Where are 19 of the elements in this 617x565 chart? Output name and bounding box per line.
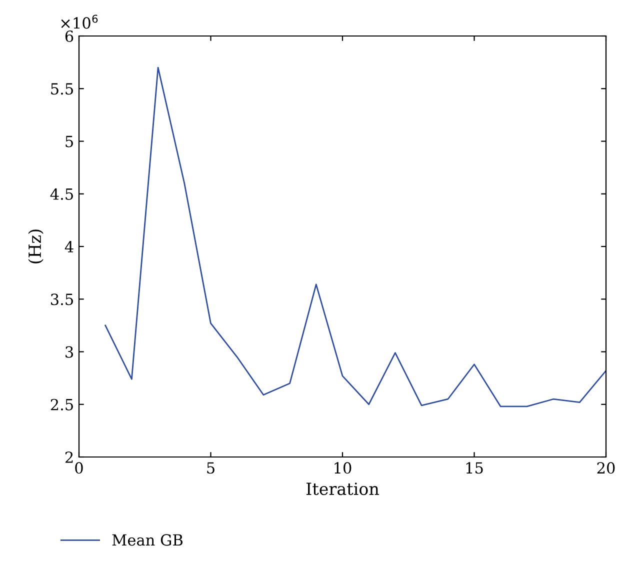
y-tick-label: 4 — [64, 240, 74, 252]
legend-label: Mean GB — [112, 534, 183, 546]
x-axis-title: Iteration — [306, 482, 379, 496]
x-tick-label: 0 — [75, 462, 83, 474]
y-tick-label: 6 — [65, 30, 74, 42]
x-tick-label: 10 — [334, 462, 352, 474]
x-tick-label: 5 — [207, 462, 214, 474]
y-tick-label: 2 — [65, 451, 73, 463]
y-tick-label: 3 — [66, 346, 74, 358]
x-tick-label: 20 — [597, 462, 615, 474]
y-axis-title: (Hz) — [28, 230, 44, 264]
x-tick-label: 15 — [466, 462, 483, 474]
y-tick-label: 3.5 — [51, 294, 73, 306]
y-tick-label: 5 — [66, 136, 73, 148]
line-series — [104, 66, 606, 408]
y-tick-label: 5.5 — [51, 83, 73, 95]
y-tick-label: 2.5 — [50, 398, 73, 410]
text: ×10$^{6}$ — [61, 14, 98, 29]
y-tick-label: 4.5 — [50, 188, 73, 200]
